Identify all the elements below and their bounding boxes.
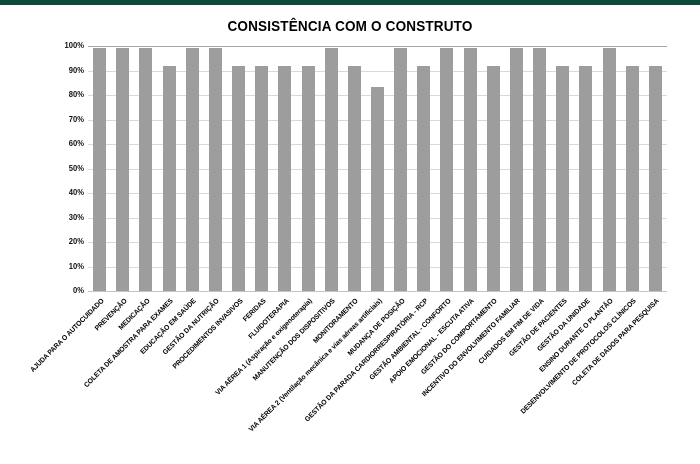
gridline (88, 71, 667, 72)
y-tick-label: 90% (68, 65, 84, 75)
bar (278, 66, 291, 291)
bar (348, 66, 361, 291)
bar (649, 66, 662, 291)
bar (325, 48, 338, 291)
bar (371, 87, 384, 291)
bar (510, 48, 523, 291)
y-tick-label: 70% (68, 114, 84, 124)
y-tick-label: 50% (68, 163, 84, 173)
bar (603, 48, 616, 291)
chart-title: CONSISTÊNCIA COM O CONSTRUTO (227, 18, 473, 35)
bar (417, 66, 430, 291)
y-tick-label: 60% (68, 139, 84, 148)
bar (533, 48, 546, 291)
bar (440, 48, 453, 291)
y-tick-label: 30% (68, 212, 84, 222)
plot-area (88, 46, 667, 292)
bar (116, 48, 129, 291)
y-tick-label: 40% (68, 188, 84, 197)
bar (464, 48, 477, 291)
bar (579, 66, 592, 291)
y-tick-label: 80% (68, 90, 84, 99)
bar (163, 66, 176, 291)
bar (186, 48, 199, 291)
bar (487, 66, 500, 291)
bar (394, 48, 407, 291)
bar (255, 66, 268, 291)
top-accent-bar (0, 0, 700, 5)
y-tick-label: 0% (73, 286, 84, 295)
y-tick-label: 20% (68, 237, 84, 246)
bar (93, 48, 106, 291)
bar (209, 48, 222, 291)
y-tick-label: 100% (64, 41, 84, 50)
gridline-top (88, 46, 667, 47)
bar (139, 48, 152, 291)
x-axis-line (88, 291, 667, 292)
bar (302, 66, 315, 291)
bar (556, 66, 569, 291)
bar (626, 66, 639, 291)
y-tick-label: 10% (68, 261, 84, 271)
bar (232, 66, 245, 291)
